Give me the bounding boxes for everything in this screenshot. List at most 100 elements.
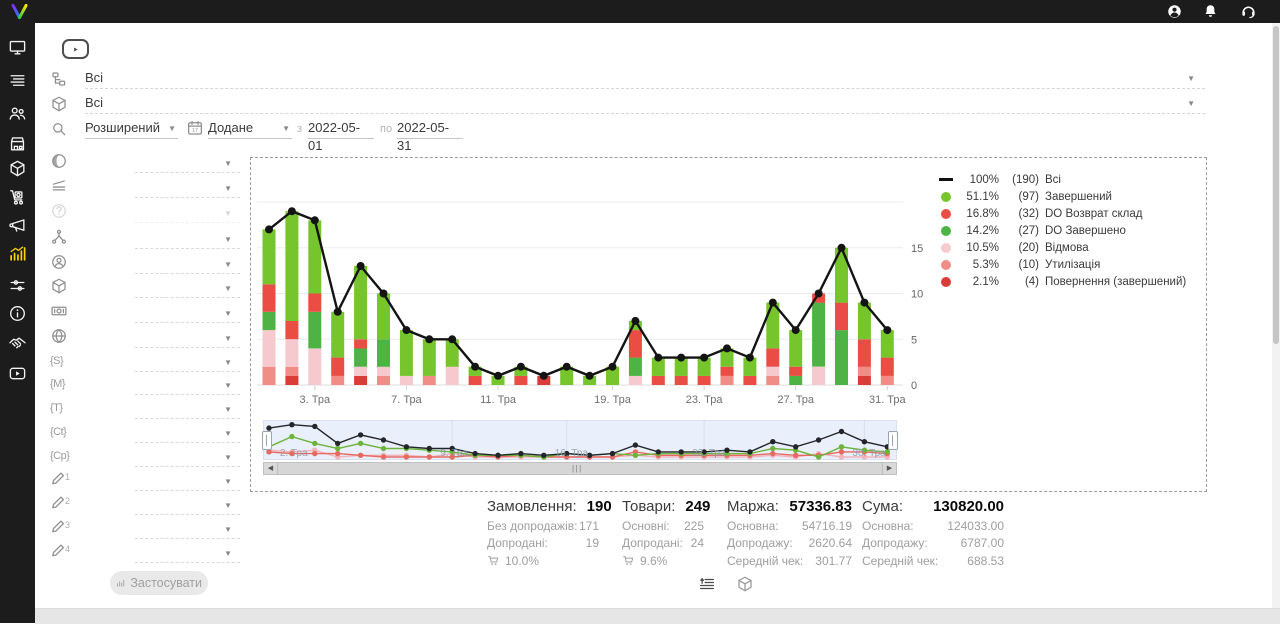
- sidebar-item-dashboard[interactable]: [8, 38, 27, 57]
- user-icon[interactable]: [1166, 3, 1183, 20]
- chevron-down-icon[interactable]: ▼: [1187, 99, 1195, 108]
- chevron-down-icon[interactable]: ▼: [224, 358, 232, 367]
- svg-text:10: 10: [911, 289, 923, 301]
- filter-row-1[interactable]: ▼: [50, 152, 240, 175]
- filter-row-13[interactable]: {Cp} ▼: [50, 446, 240, 469]
- chevron-down-icon[interactable]: ▼: [224, 381, 232, 390]
- orders-chart: 0 5 10 15 3. Тра 7. Тра 11. Тра 19. Тра 23. Тра 2…: [257, 201, 923, 406]
- stat-column-2: Товари: 249 Основні: 225 Допродані: 24 9.6%: [622, 498, 711, 568]
- money-icon: [50, 302, 68, 320]
- app-logo-icon[interactable]: [9, 1, 30, 22]
- navigator-scrollbar[interactable]: ◀ ▶ |||: [263, 462, 897, 475]
- stat-subrow: Основна: 54716.19: [727, 518, 852, 533]
- filter-row-3[interactable]: ▼: [50, 202, 240, 225]
- legend-item[interactable]: 51.1% (97) Завершений: [939, 188, 1186, 205]
- chevron-down-icon[interactable]: ▼: [224, 501, 232, 510]
- page-scrollbar-thumb[interactable]: [1273, 26, 1279, 344]
- stat-column-4: Сума: 130820.00 Основна: 124033.00 Допродаж…: [862, 498, 1004, 568]
- chevron-down-icon[interactable]: ▼: [224, 334, 232, 343]
- svg-text:19. Тра: 19. Тра: [594, 394, 632, 406]
- search-mode-select[interactable]: Розширений ▼: [85, 119, 178, 139]
- sidebar-item-supply[interactable]: [8, 188, 27, 207]
- network-icon: [50, 228, 68, 246]
- navigator-right-handle[interactable]: [888, 431, 898, 450]
- chevron-down-icon[interactable]: ▼: [224, 209, 232, 218]
- filter-row-16[interactable]: 3 ▼: [50, 518, 240, 541]
- legend-item[interactable]: 16.8% (32) DO Возврат склад: [939, 205, 1186, 222]
- stat-subrow: Допродані: 24: [622, 536, 704, 551]
- brace-t-icon: {T}: [50, 402, 63, 414]
- scroll-right-icon[interactable]: ▶: [882, 463, 896, 474]
- sidebar-item-marketing[interactable]: [8, 216, 27, 235]
- legend-item[interactable]: 5.3% (10) Утилізація: [939, 256, 1186, 273]
- chevron-down-icon[interactable]: ▼: [224, 159, 232, 168]
- filter-row-8[interactable]: ▼: [50, 327, 240, 350]
- filter-row-6[interactable]: ▼: [50, 277, 240, 300]
- filter-row-5[interactable]: ▼: [50, 253, 240, 276]
- sidebar-item-partners[interactable]: [8, 333, 27, 352]
- stat-subrow: Без допродажів: 171: [487, 518, 599, 533]
- chevron-down-icon[interactable]: ▼: [224, 525, 232, 534]
- filter-row-14[interactable]: 1 ▼: [50, 470, 240, 493]
- stat-column-3: Маржа: 57336.83 Основна: 54716.19 Допродажу…: [727, 498, 852, 568]
- navigator-left-handle[interactable]: [262, 431, 272, 450]
- bell-icon[interactable]: [1202, 3, 1219, 20]
- filter-row-7[interactable]: ▼: [50, 302, 240, 325]
- date-to-input[interactable]: 2022-05-31: [397, 119, 463, 153]
- navigator-date-label: 9. Тра: [440, 448, 468, 459]
- svg-text:23. Тра: 23. Тра: [686, 394, 724, 406]
- scrollbar-grip[interactable]: |||: [572, 464, 583, 473]
- sidebar-item-settings[interactable]: [8, 276, 27, 295]
- date-from-label: з: [297, 123, 303, 135]
- chevron-down-icon[interactable]: ▼: [224, 184, 232, 193]
- chevron-down-icon[interactable]: ▼: [224, 549, 232, 558]
- user-circle-icon: [50, 253, 68, 271]
- chevron-down-icon[interactable]: ▼: [1187, 74, 1195, 83]
- apply-button[interactable]: Застосувати: [110, 571, 208, 595]
- chevron-down-icon[interactable]: ▼: [224, 429, 232, 438]
- chevron-down-icon[interactable]: ▼: [224, 405, 232, 414]
- source-filter-input[interactable]: Всі ▼: [85, 69, 1205, 89]
- sidebar-item-orders[interactable]: [8, 71, 27, 90]
- svg-text:7. Тра: 7. Тра: [391, 394, 422, 406]
- filter-row-10[interactable]: {M} ▼: [50, 374, 240, 397]
- sidebar-item-video-lessons[interactable]: [8, 364, 27, 383]
- chevron-down-icon[interactable]: ▼: [224, 284, 232, 293]
- chevron-down-icon[interactable]: ▼: [224, 309, 232, 318]
- video-tutorial-button[interactable]: [62, 39, 89, 59]
- filter-row-17[interactable]: 4 ▼: [50, 542, 240, 565]
- date-field-select[interactable]: Додане ▼: [208, 119, 292, 139]
- scroll-left-icon[interactable]: ◀: [264, 463, 278, 474]
- legend-item[interactable]: 14.2% (27) DO Завершено: [939, 222, 1186, 239]
- navigator-date-label: 30. Тра: [852, 448, 886, 459]
- filter-row-11[interactable]: {T} ▼: [50, 398, 240, 421]
- sidebar-item-analytics[interactable]: [8, 244, 27, 263]
- filter-row-15[interactable]: 2 ▼: [50, 494, 240, 517]
- chevron-down-icon[interactable]: ▼: [224, 477, 232, 486]
- search-icon: [50, 120, 68, 138]
- filter-row-12[interactable]: {Ct} ▼: [50, 422, 240, 445]
- svg-text:27. Тра: 27. Тра: [777, 394, 815, 406]
- product-filter-input[interactable]: Всі ▼: [85, 94, 1205, 114]
- orders-view-toggle[interactable]: [698, 575, 716, 593]
- legend-item[interactable]: 2.1% (4) Повернення (завершений): [939, 273, 1186, 290]
- support-icon[interactable]: [1240, 3, 1257, 20]
- filter-row-2[interactable]: ▼: [50, 177, 240, 200]
- chart-navigator[interactable]: 2. Тра 9. Тра 16. Тра 23. Тра 30. Тра: [262, 420, 898, 460]
- sidebar-item-products[interactable]: [8, 159, 27, 178]
- date-from-input[interactable]: 2022-05-01: [308, 119, 374, 153]
- filter-row-4[interactable]: ▼: [50, 228, 240, 251]
- sidebar-item-clients[interactable]: [8, 104, 27, 123]
- svg-text:17: 17: [192, 128, 198, 134]
- legend-item[interactable]: 10.5% (20) Відмова: [939, 239, 1186, 256]
- legend-item[interactable]: 100% (190) Всі: [939, 171, 1186, 188]
- sidebar-item-store[interactable]: [8, 134, 27, 153]
- filter-row-9[interactable]: {S} ▼: [50, 351, 240, 374]
- chevron-down-icon[interactable]: ▼: [224, 235, 232, 244]
- stat-title: Товари: 249: [622, 498, 711, 515]
- chevron-down-icon[interactable]: ▼: [224, 260, 232, 269]
- chevron-down-icon: ▼: [282, 124, 290, 133]
- chevron-down-icon[interactable]: ▼: [224, 453, 232, 462]
- sidebar-item-info[interactable]: [8, 304, 27, 323]
- products-view-toggle[interactable]: [736, 575, 754, 593]
